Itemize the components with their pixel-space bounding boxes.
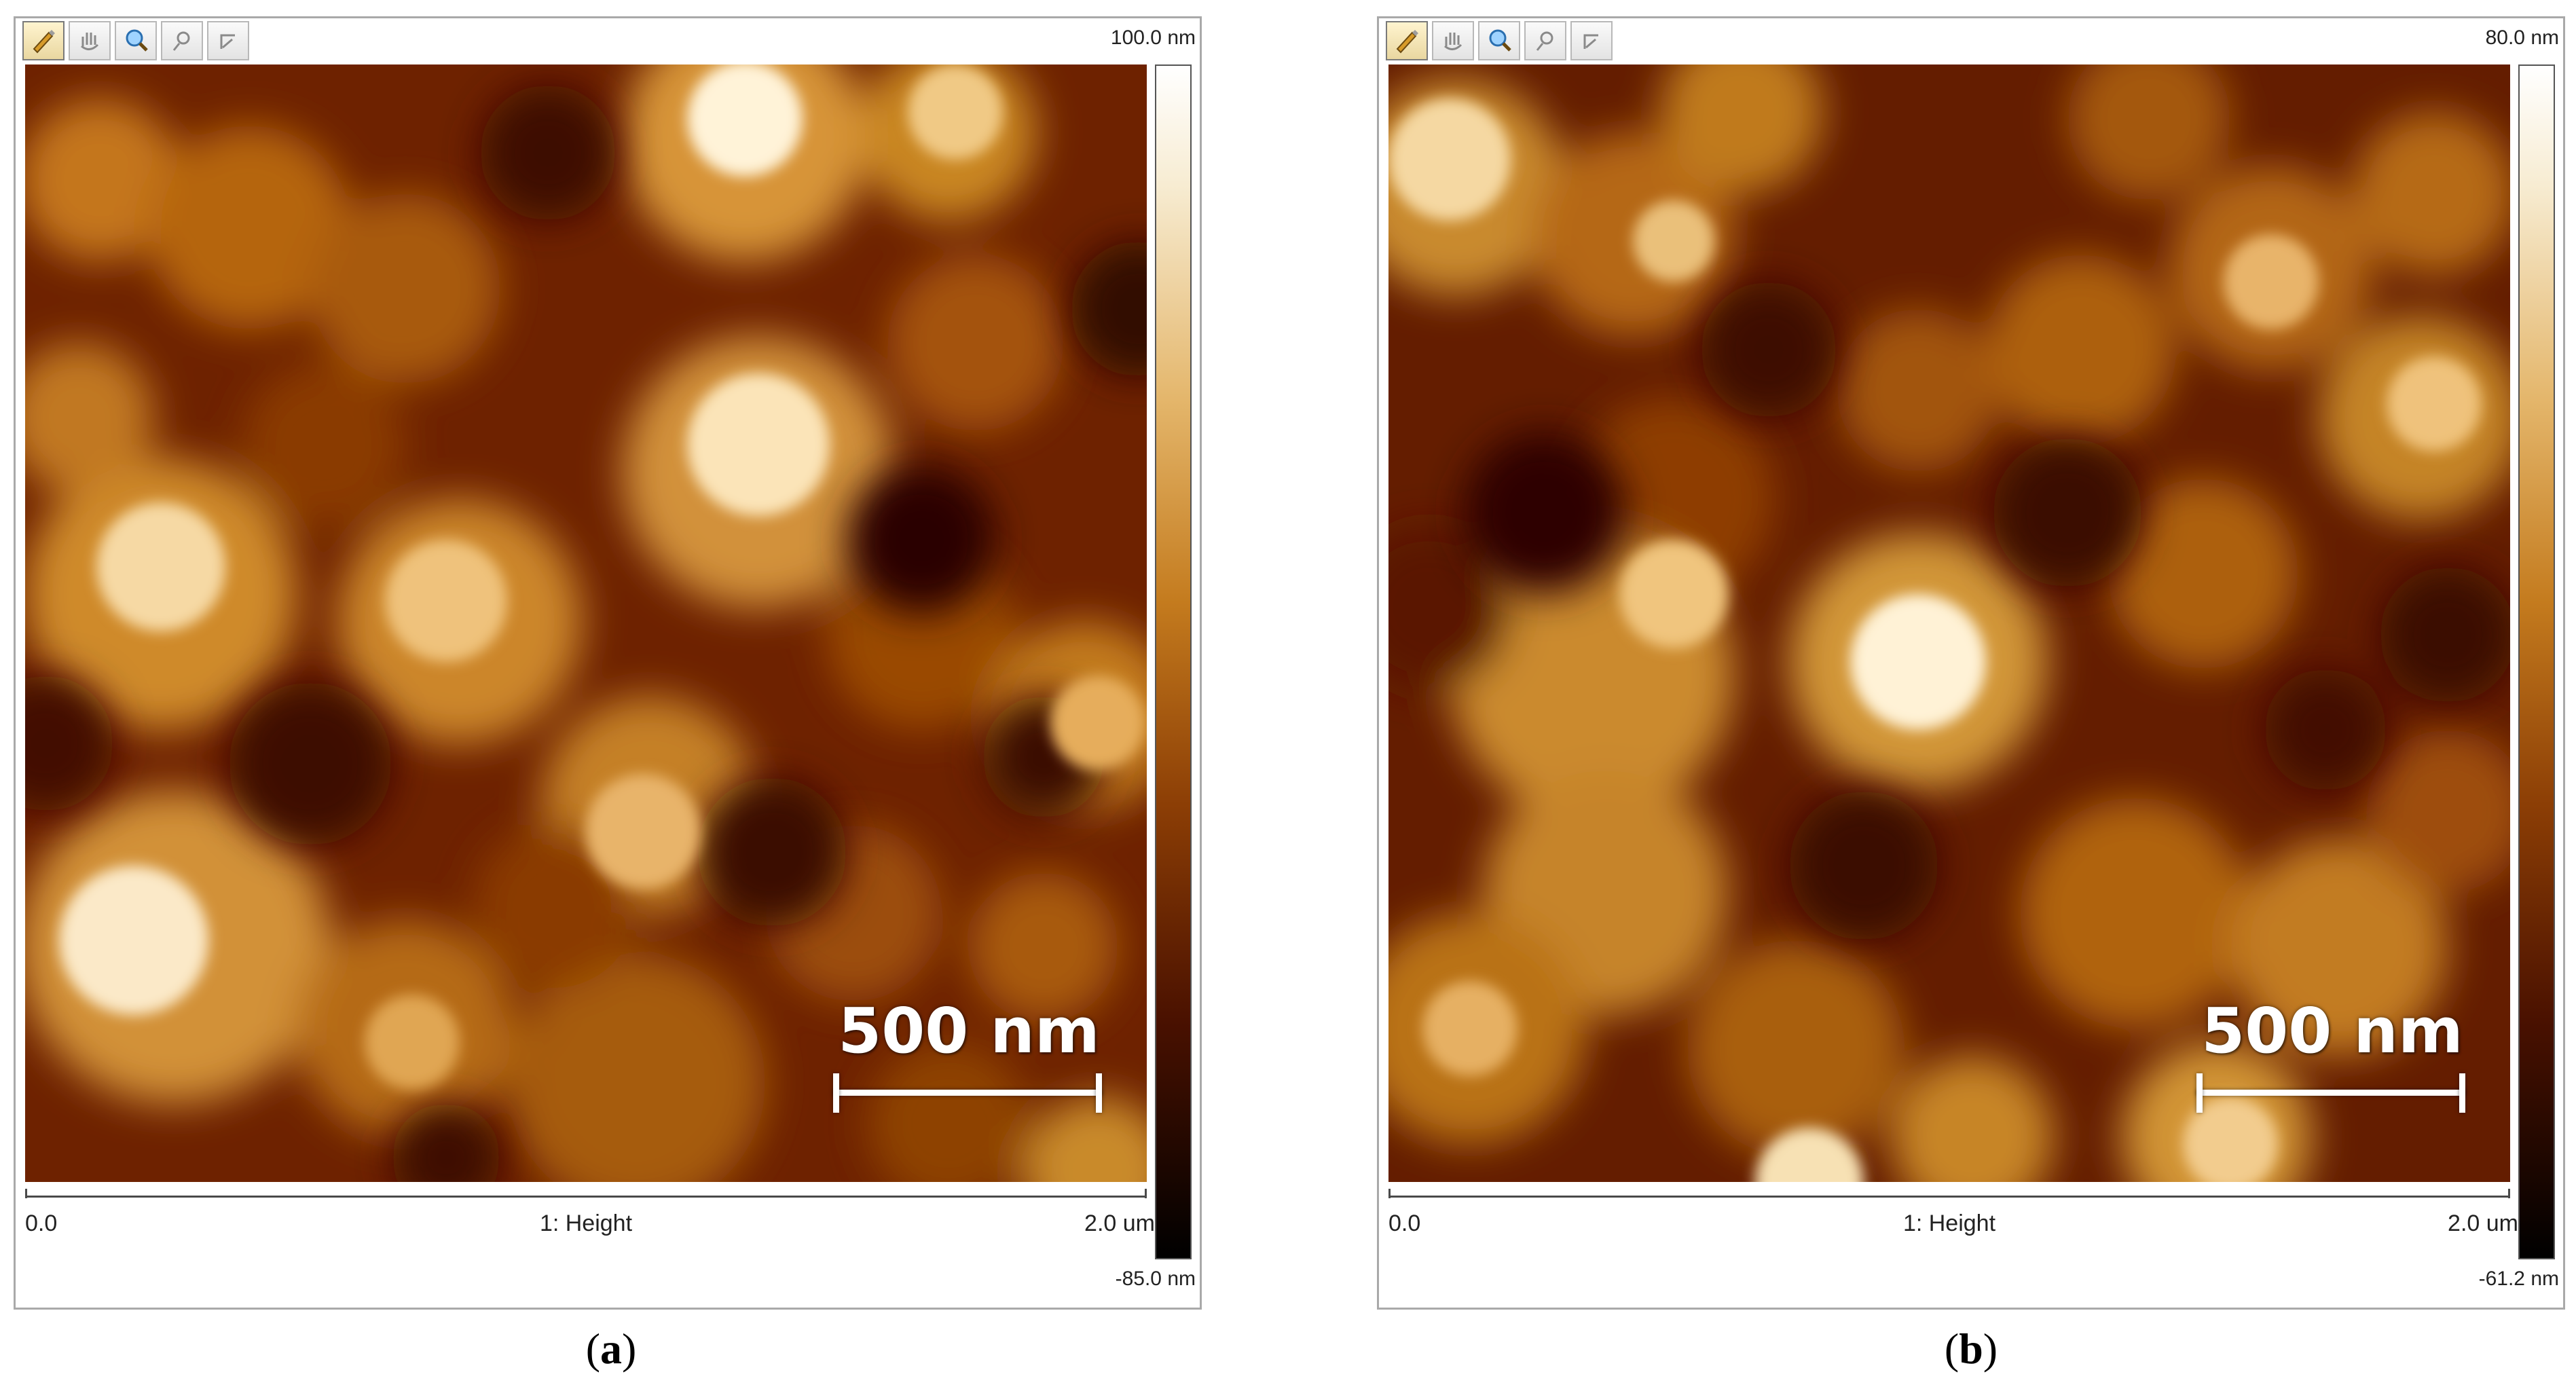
- pencil-tool-button[interactable]: [1386, 21, 1428, 60]
- scale-bar-label-b: 500 nm: [2201, 995, 2463, 1067]
- colorbar-a: [1155, 64, 1192, 1259]
- hand-tool-button[interactable]: [1432, 21, 1474, 60]
- zoom-out-icon: [1583, 34, 1598, 49]
- zoom-in-tool-button[interactable]: [161, 21, 203, 60]
- scale-bar-a: [833, 1069, 1102, 1114]
- zoom-in-icon: [1536, 31, 1553, 51]
- pencil-tool-button[interactable]: [22, 21, 65, 60]
- x-axis-channel-label: 1: Height: [1902, 1210, 1996, 1236]
- magnifier-icon: [126, 29, 148, 52]
- x-tick-start: [1388, 1189, 1391, 1198]
- zoom-out-tool-button[interactable]: [1570, 21, 1613, 60]
- x-axis-b: [1388, 1196, 2510, 1198]
- x-tick-end: [2508, 1189, 2510, 1198]
- afm-window-b: 80.0 nm: [1377, 16, 2565, 1310]
- x-axis-end-label: 2.0 um: [1084, 1210, 1155, 1236]
- pencil-icon: [33, 30, 55, 54]
- colorbar-max-label: 100.0 nm: [1110, 26, 1196, 49]
- pencil-icon: [1396, 30, 1418, 54]
- x-axis-start-label: 0.0: [25, 1210, 58, 1236]
- panel-label-b: (b): [1944, 1325, 1998, 1373]
- x-tick-end: [1145, 1189, 1147, 1198]
- zoom-out-tool-button[interactable]: [207, 21, 249, 60]
- zoom-in-icon: [172, 31, 190, 51]
- x-axis-a: [25, 1196, 1147, 1198]
- colorbar-max-label: 80.0 nm: [2485, 26, 2559, 49]
- x-tick-start: [25, 1189, 27, 1198]
- toolbar-b: [1386, 21, 1613, 63]
- colorbar-min-label: -61.2 nm: [2478, 1268, 2559, 1290]
- zoom-out-icon: [220, 34, 235, 49]
- colorbar-b: [2518, 64, 2555, 1259]
- zoom-tool-button[interactable]: [115, 21, 157, 60]
- toolbar-a: [22, 21, 249, 63]
- hand-icon: [1444, 33, 1462, 50]
- x-axis-end-label: 2.0 um: [2448, 1210, 2518, 1236]
- height-map-b: [1388, 64, 2510, 1182]
- height-map-a: [25, 64, 1147, 1182]
- height-image-b[interactable]: 500 nm: [1388, 64, 2510, 1182]
- zoom-in-tool-button[interactable]: [1524, 21, 1566, 60]
- x-axis-channel-label: 1: Height: [539, 1210, 633, 1236]
- magnifier-icon: [1489, 29, 1511, 52]
- height-image-a[interactable]: 500 nm: [25, 64, 1147, 1182]
- scale-bar-label-a: 500 nm: [838, 995, 1100, 1067]
- zoom-tool-button[interactable]: [1478, 21, 1520, 60]
- colorbar-min-label: -85.0 nm: [1115, 1268, 1196, 1290]
- scale-bar-b: [2196, 1069, 2465, 1114]
- afm-window-a: 100.0 nm: [14, 16, 1202, 1310]
- hand-icon: [81, 33, 99, 50]
- x-axis-start-label: 0.0: [1388, 1210, 1421, 1236]
- panel-label-a: (a): [585, 1325, 637, 1373]
- hand-tool-button[interactable]: [69, 21, 111, 60]
